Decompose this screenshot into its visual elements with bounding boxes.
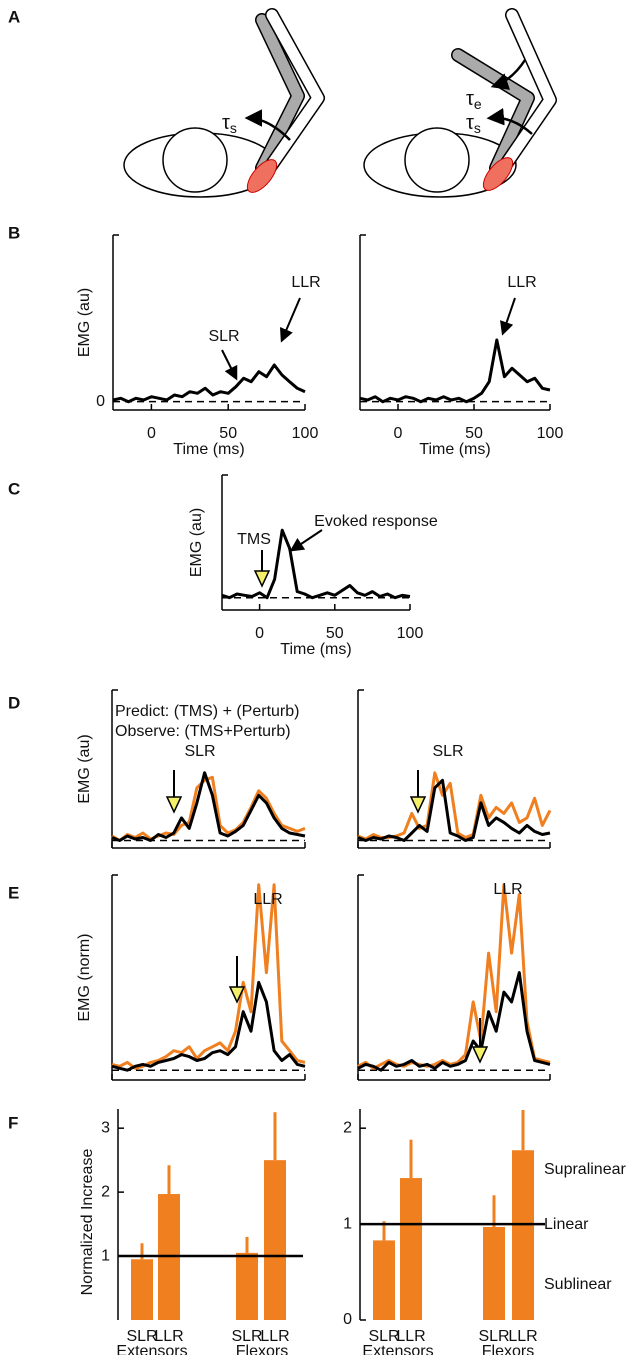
arm-gray <box>452 49 534 174</box>
x-tick-label: LLR <box>154 1328 183 1345</box>
bar <box>131 1259 153 1320</box>
bar <box>400 1178 422 1320</box>
panel-label: D <box>8 693 20 712</box>
torque-arrow <box>490 59 527 90</box>
annotation: LLR <box>253 891 282 908</box>
x-tick-label: 50 <box>326 625 344 642</box>
bar <box>373 1240 395 1320</box>
annotation: TMS <box>237 531 271 548</box>
y-tick-label: 1 <box>101 1247 110 1264</box>
annotation: LLR <box>291 274 320 291</box>
y-axis-label: EMG (au) <box>76 734 93 803</box>
panel-label: F <box>8 1113 18 1132</box>
torque-arrow <box>244 109 291 141</box>
x-tick-label: SLR <box>231 1328 262 1345</box>
x-tick-label: 50 <box>465 425 483 442</box>
panel-a-diagram: τs τe τs <box>123 8 557 198</box>
torque-label: τs <box>466 112 481 135</box>
bar <box>512 1150 534 1320</box>
group-label: Extensors <box>116 1343 187 1355</box>
annotation: SLR <box>184 743 215 760</box>
annotation-arrow <box>289 529 323 552</box>
y-axis-label: EMG (au) <box>76 288 93 357</box>
annotation: SLR <box>208 328 239 345</box>
group-label: Flexors <box>482 1343 534 1355</box>
group-label: Flexors <box>236 1343 288 1355</box>
arm-white <box>496 9 556 176</box>
x-axis-label: Time (ms) <box>173 441 244 458</box>
y-axis-label: Normalized Increase <box>79 1149 96 1296</box>
arm-white <box>262 9 324 176</box>
annotation-arrow <box>279 297 301 343</box>
x-tick-label: LLR <box>396 1328 425 1345</box>
torque-arrow <box>486 108 533 135</box>
x-tick-label: 50 <box>219 425 237 442</box>
trace <box>111 980 306 1072</box>
muscle <box>246 159 278 193</box>
trace <box>111 775 306 842</box>
bar <box>264 1160 286 1320</box>
bar <box>236 1252 258 1320</box>
x-tick-label: SLR <box>368 1328 399 1345</box>
arrow-head <box>253 570 271 588</box>
y-axis-label: EMG (norm) <box>76 934 93 1022</box>
group-label: Extensors <box>362 1343 433 1355</box>
legend-entry: Observe: (TMS+Perturb) <box>115 723 291 740</box>
y-tick-label: 2 <box>343 1119 352 1136</box>
y-tick-label: 3 <box>101 1119 110 1136</box>
trace <box>111 771 306 842</box>
annotation-arrow <box>221 349 238 381</box>
panel-label: A <box>8 7 20 26</box>
trace <box>111 883 306 1070</box>
panel-label: E <box>8 883 19 902</box>
zone-label: Sublinear <box>544 1276 612 1293</box>
y-tick-label: 2 <box>101 1183 110 1200</box>
trace <box>359 338 551 404</box>
trace <box>357 971 551 1072</box>
arrow-head <box>228 986 246 1004</box>
x-tick-label: SLR <box>126 1328 157 1345</box>
torque-label: τs <box>222 112 237 135</box>
trace <box>357 778 551 842</box>
x-axis-label: Time (ms) <box>280 641 351 658</box>
head <box>162 127 228 193</box>
x-tick-label: LLR <box>260 1328 289 1345</box>
x-axis-label: Time (ms) <box>419 441 490 458</box>
x-tick-label: 0 <box>255 625 264 642</box>
x-tick-label: SLR <box>478 1328 509 1345</box>
panel-label: C <box>8 479 20 498</box>
x-tick-label: 100 <box>292 425 319 442</box>
trace <box>357 883 551 1070</box>
annotation-arrow <box>500 297 516 336</box>
x-tick-label: LLR <box>508 1328 537 1345</box>
zone-label: Supralinear <box>544 1161 627 1178</box>
y-axis-label: EMG (au) <box>188 508 205 577</box>
annotation: LLR <box>493 881 522 898</box>
zone-label: Linear <box>544 1216 589 1233</box>
x-tick-label: 0 <box>147 425 156 442</box>
arm-gray <box>256 14 304 174</box>
trace <box>112 363 306 404</box>
y-tick-label: 1 <box>343 1215 352 1232</box>
bar <box>483 1226 505 1320</box>
y-tick-label: 0 <box>96 393 105 410</box>
annotation: LLR <box>507 274 536 291</box>
legend-entry: Predict: (TMS) + (Perturb) <box>115 703 299 720</box>
annotation: Evoked response <box>314 513 438 530</box>
arrow-head <box>409 796 427 814</box>
trace <box>221 528 411 600</box>
torque-label: τe <box>466 88 482 111</box>
panel-label: B <box>8 223 20 242</box>
arrow-head <box>471 1046 489 1064</box>
x-tick-label: 0 <box>394 425 403 442</box>
x-tick-label: 100 <box>397 625 424 642</box>
x-tick-label: 100 <box>537 425 564 442</box>
annotation: SLR <box>432 743 463 760</box>
head <box>404 127 470 193</box>
arrow-head <box>165 796 183 814</box>
muscle <box>482 157 514 191</box>
y-tick-label: 0 <box>343 1311 352 1328</box>
